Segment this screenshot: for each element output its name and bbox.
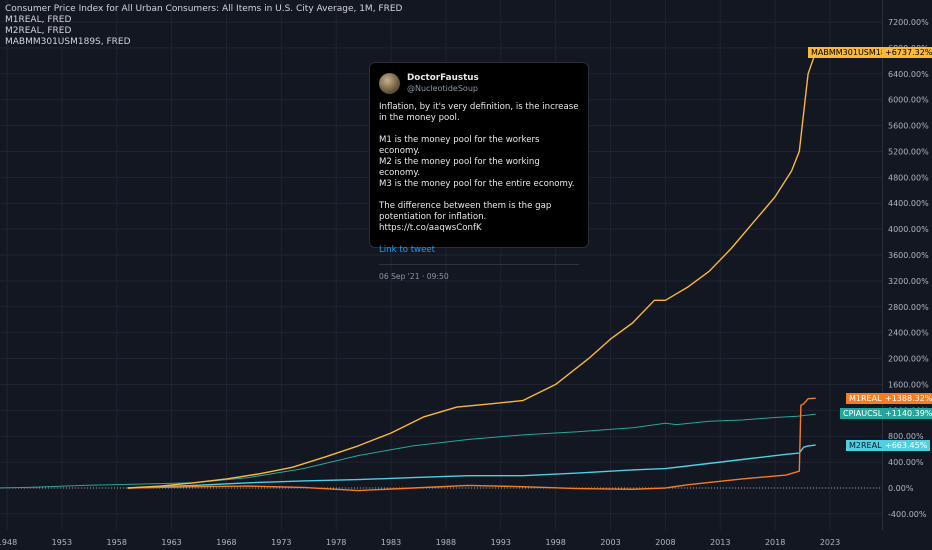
y-tick-label: 5600.00% — [888, 122, 929, 131]
badge-series-name: M2REAL — [846, 440, 885, 451]
link-to-tweet[interactable]: Link to tweet — [379, 245, 436, 255]
tweet-date: 06 Sep '21 · 09:50 — [379, 272, 449, 281]
legend-item-m1real[interactable]: M1REAL, FRED — [5, 15, 72, 25]
y-tick-label: 7200.00% — [888, 18, 929, 27]
tweet-text-2a: M1 is the money pool for the workers eco… — [379, 135, 540, 156]
avatar[interactable] — [379, 72, 400, 94]
legend-item-mabmm[interactable]: MABMM301USM189S, FRED — [5, 37, 131, 47]
badge-series-value: +1140.39% — [882, 408, 932, 419]
series-line-cpiaucsl[interactable] — [0, 413, 816, 489]
y-axis: 7200.00%6800.00%6400.00%6000.00%5600.00%… — [888, 18, 929, 519]
tweet-text-1: Inflation, by it's very definition, is t… — [379, 102, 579, 123]
x-tick-label: 1988 — [436, 538, 456, 547]
y-tick-label: 400.00% — [888, 458, 924, 467]
tweet-text-2c: M3 is the money pool for the entire econ… — [379, 179, 575, 189]
y-tick-label: 6000.00% — [888, 96, 929, 105]
x-tick-label: 2003 — [600, 538, 620, 547]
x-tick-label: 1963 — [161, 538, 181, 547]
y-tick-label: 800.00% — [888, 432, 924, 441]
x-tick-label: 1958 — [107, 538, 127, 547]
badge-series-name: CPIAUCSL — [840, 408, 886, 419]
x-tick-label: 2018 — [765, 538, 785, 547]
x-tick-label: 2023 — [820, 538, 840, 547]
x-tick-label: 1993 — [491, 538, 511, 547]
badge-series-name: MABMM301USM189S — [808, 47, 900, 58]
legend-item-cpi[interactable]: Consumer Price Index for All Urban Consu… — [5, 4, 403, 14]
y-tick-label: 4000.00% — [888, 225, 929, 234]
x-tick-label: 1983 — [381, 538, 401, 547]
x-tick-label: 2013 — [710, 538, 730, 547]
badge-series-value: +6737.32% — [882, 47, 932, 58]
tweet-text-3: The difference between them is the gap p… — [379, 201, 552, 233]
badge-series-value: +1388.32% — [882, 393, 932, 404]
y-tick-label: 0.00% — [888, 484, 914, 493]
tweet-divider — [379, 264, 579, 265]
badge-series-name: M1REAL — [846, 393, 885, 404]
x-tick-label: 1968 — [216, 538, 236, 547]
y-tick-label: 2400.00% — [888, 329, 929, 338]
legend: Consumer Price Index for All Urban Consu… — [5, 4, 402, 48]
x-tick-label: 2008 — [655, 538, 675, 547]
tweet-author-handle[interactable]: @NucleotideSoup — [407, 83, 478, 93]
series-line-mabmm301usm189s[interactable] — [127, 51, 817, 489]
y-tick-label: 5200.00% — [888, 147, 929, 156]
series-lines — [0, 51, 817, 492]
tweet-text-2b: M2 is the money pool for the working eco… — [379, 157, 540, 178]
y-tick-label: 6400.00% — [888, 70, 929, 79]
badge-series-value: +663.45% — [882, 440, 931, 451]
y-tick-label: 2000.00% — [888, 355, 929, 364]
x-tick-label: 1998 — [545, 538, 565, 547]
y-tick-label: 1600.00% — [888, 380, 929, 389]
x-tick-label: 1978 — [326, 538, 346, 547]
x-axis: 1948 1953 1958 1963 1968 1973 1978 1983 1988 1993… — [0, 538, 840, 547]
y-tick-label: 4800.00% — [888, 173, 929, 182]
tweet-author-name[interactable]: DoctorFaustus — [407, 72, 479, 83]
tweet-card: DoctorFaustus @NucleotideSoup Inflation,… — [369, 62, 589, 281]
y-tick-label: -400.00% — [888, 510, 927, 519]
y-tick-label: 3600.00% — [888, 251, 929, 260]
legend-item-m2real[interactable]: M2REAL, FRED — [5, 26, 72, 36]
x-tick-label: 1948 — [0, 538, 17, 547]
x-tick-label: 1953 — [52, 538, 72, 547]
y-tick-label: 4400.00% — [888, 199, 929, 208]
x-tick-label: 1973 — [271, 538, 291, 547]
y-tick-label: 2800.00% — [888, 303, 929, 312]
tweet-text-2: M1 is the money pool for the workers eco… — [379, 135, 579, 190]
y-tick-label: 3200.00% — [888, 277, 929, 286]
series-line-m1real[interactable] — [127, 397, 816, 492]
